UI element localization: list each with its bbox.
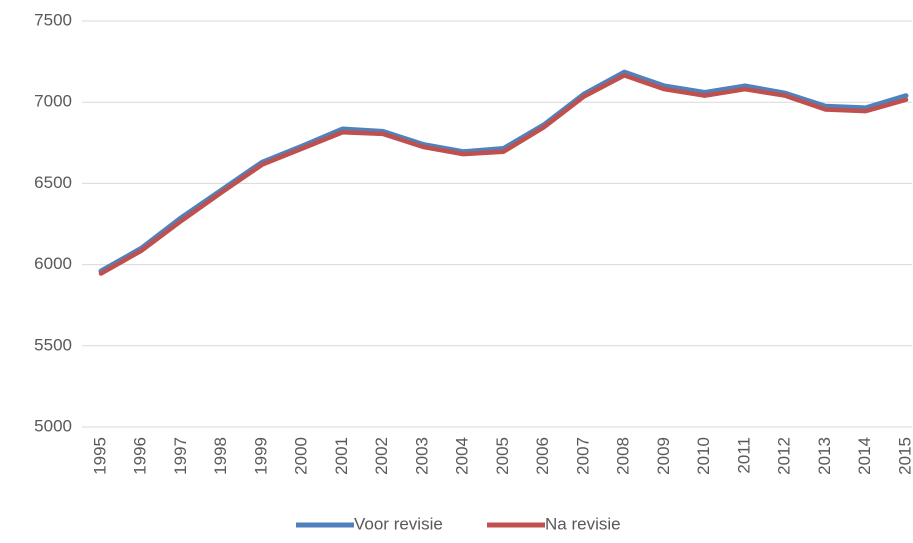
legend-label: Na revisie xyxy=(545,514,621,533)
x-tick-label: 2007 xyxy=(573,437,592,475)
x-tick-label: 2005 xyxy=(493,437,512,475)
x-tick-label: 2009 xyxy=(654,437,673,475)
x-tick-label: 2008 xyxy=(614,437,633,475)
x-tick-label: 2003 xyxy=(412,437,431,475)
x-tick-label: 1998 xyxy=(211,437,230,475)
x-tick-label: 1995 xyxy=(90,437,109,475)
legend: Voor revisie Na revisie xyxy=(296,514,621,533)
x-tick-label: 2010 xyxy=(694,437,713,475)
x-tick-label: 2013 xyxy=(815,437,834,475)
y-tick-label: 6000 xyxy=(34,254,72,273)
x-tick-label: 2012 xyxy=(775,437,794,475)
x-tick-label: 1996 xyxy=(131,437,150,475)
x-tick-label: 2004 xyxy=(453,437,472,475)
x-tick-label: 2014 xyxy=(855,437,874,475)
legend-label: Voor revisie xyxy=(354,514,443,533)
x-tick-label: 2006 xyxy=(533,437,552,475)
x-tick-label: 2011 xyxy=(734,437,753,474)
x-tick-label: 2000 xyxy=(292,437,311,475)
y-tick-label: 5500 xyxy=(34,335,72,354)
x-tick-label: 1997 xyxy=(171,437,190,475)
y-tick-label: 7500 xyxy=(34,10,72,29)
x-tick-label: 2002 xyxy=(372,437,391,475)
x-tick-label: 2015 xyxy=(895,437,913,475)
y-tick-label: 6500 xyxy=(34,173,72,192)
series-line xyxy=(98,73,909,276)
x-tick-label: 1999 xyxy=(251,437,270,475)
y-tick-label: 5000 xyxy=(34,416,72,435)
y-tick-label: 7000 xyxy=(34,92,72,111)
x-tick-label: 2001 xyxy=(332,437,351,475)
